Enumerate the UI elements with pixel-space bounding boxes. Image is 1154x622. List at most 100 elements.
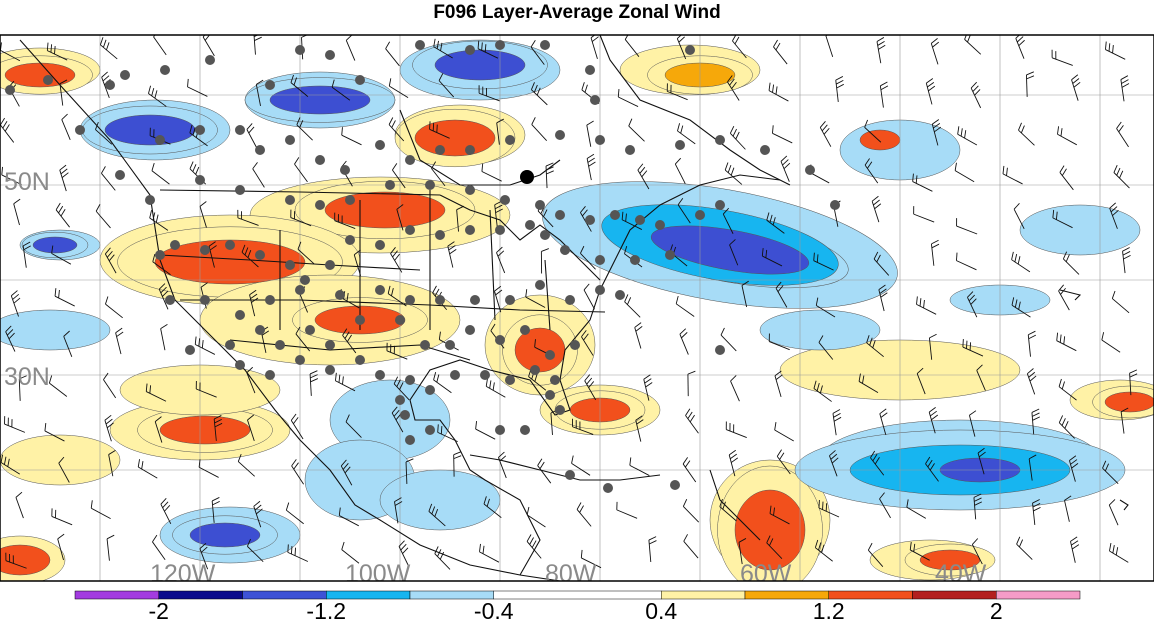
wind-barb xyxy=(485,378,506,398)
station-dot xyxy=(235,125,245,135)
wind-barb xyxy=(528,368,547,391)
station-dot xyxy=(265,80,275,90)
wind-barb xyxy=(540,248,549,274)
wind-barb xyxy=(545,162,554,189)
wind-barb xyxy=(913,206,935,223)
wind-barb xyxy=(617,88,639,107)
station-dot xyxy=(685,45,695,55)
wind-barb xyxy=(1011,251,1031,273)
station-dot xyxy=(715,135,725,145)
station-dot xyxy=(465,325,475,335)
colorbar-swatch xyxy=(912,590,997,600)
wind-barb xyxy=(741,280,749,308)
wind-barb xyxy=(291,459,304,485)
wind-barb xyxy=(0,117,15,143)
wind-barb xyxy=(475,421,496,440)
wind-barb xyxy=(722,207,734,234)
wind-barb xyxy=(51,508,73,526)
coastline xyxy=(439,194,601,281)
station-dot xyxy=(415,40,425,50)
station-dot xyxy=(425,385,435,395)
wind-barb xyxy=(813,380,832,402)
map-title: F096 Layer-Average Zonal Wind xyxy=(433,2,721,23)
station-dot xyxy=(435,145,445,155)
wind-barb xyxy=(1,166,22,186)
anomaly-contour xyxy=(1019,204,1141,256)
wind-barb xyxy=(195,380,217,398)
wind-barb xyxy=(160,497,172,525)
coastline xyxy=(599,35,791,186)
wind-barb xyxy=(525,289,546,308)
wind-barb xyxy=(387,285,407,307)
station-dot xyxy=(550,375,560,385)
station-dot xyxy=(555,130,565,140)
wind-barb xyxy=(766,212,785,234)
wind-barb xyxy=(962,339,984,357)
wind-barb xyxy=(526,506,546,528)
station-dot xyxy=(420,340,430,350)
station-dot xyxy=(195,175,205,185)
wind-barb xyxy=(761,248,783,267)
station-dot xyxy=(285,260,295,270)
wind-barb xyxy=(438,73,455,98)
station-dot xyxy=(5,85,15,95)
wind-barb xyxy=(729,239,739,266)
coastline xyxy=(399,109,561,186)
wind-barb xyxy=(928,407,939,434)
station-dot xyxy=(275,340,285,350)
station-dot xyxy=(325,50,335,60)
station-dot xyxy=(465,225,475,235)
wind-barb xyxy=(331,79,351,101)
wind-barb xyxy=(148,85,167,107)
longitude-label: 40W xyxy=(935,560,987,588)
anomaly-contour xyxy=(0,434,121,486)
coastline xyxy=(19,39,561,581)
wind-barb xyxy=(342,328,357,354)
wind-barb xyxy=(388,78,409,99)
station-dot xyxy=(265,370,275,380)
station-dot xyxy=(395,315,405,325)
wind-barb xyxy=(1113,165,1130,189)
station-dot xyxy=(295,355,305,365)
wind-barb xyxy=(1120,407,1129,434)
station-dot xyxy=(120,70,130,80)
wind-barb xyxy=(1102,460,1119,484)
coastline xyxy=(409,174,781,576)
wind-barb xyxy=(398,540,410,567)
wind-barb xyxy=(878,284,888,312)
wind-barb xyxy=(1109,543,1129,563)
anomaly-contour xyxy=(159,415,251,445)
station-dot xyxy=(295,285,305,295)
wind-barb xyxy=(634,322,643,349)
wind-barb xyxy=(1064,495,1072,522)
wind-barb xyxy=(385,41,400,67)
wind-barb xyxy=(104,247,117,274)
wind-barb xyxy=(780,155,791,182)
station-dot xyxy=(480,370,490,380)
wind-barb xyxy=(48,375,68,397)
wind-barb xyxy=(682,457,697,483)
wind-barb xyxy=(392,163,406,189)
wind-barb xyxy=(1059,165,1074,191)
wind-barb xyxy=(1070,536,1080,563)
wind-barb xyxy=(930,38,940,65)
wind-barb xyxy=(341,541,360,564)
wind-barb xyxy=(729,125,746,150)
colorbar-swatch xyxy=(493,590,662,600)
station-dot xyxy=(505,135,515,145)
station-dot xyxy=(425,425,435,435)
anomaly-contour xyxy=(859,129,901,151)
station-dot xyxy=(405,375,415,385)
wind-barb xyxy=(1051,49,1073,66)
station-dot xyxy=(630,255,640,265)
station-dot xyxy=(495,425,505,435)
wind-barb xyxy=(431,161,446,187)
wind-barb xyxy=(1122,247,1131,274)
wind-barb xyxy=(1025,71,1035,97)
wind-barb xyxy=(576,502,592,527)
station-dot xyxy=(355,315,365,325)
station-dot xyxy=(500,195,510,205)
wind-barbs xyxy=(0,35,1138,570)
longitude-label: 60W xyxy=(740,560,792,588)
station-dot xyxy=(385,180,395,190)
